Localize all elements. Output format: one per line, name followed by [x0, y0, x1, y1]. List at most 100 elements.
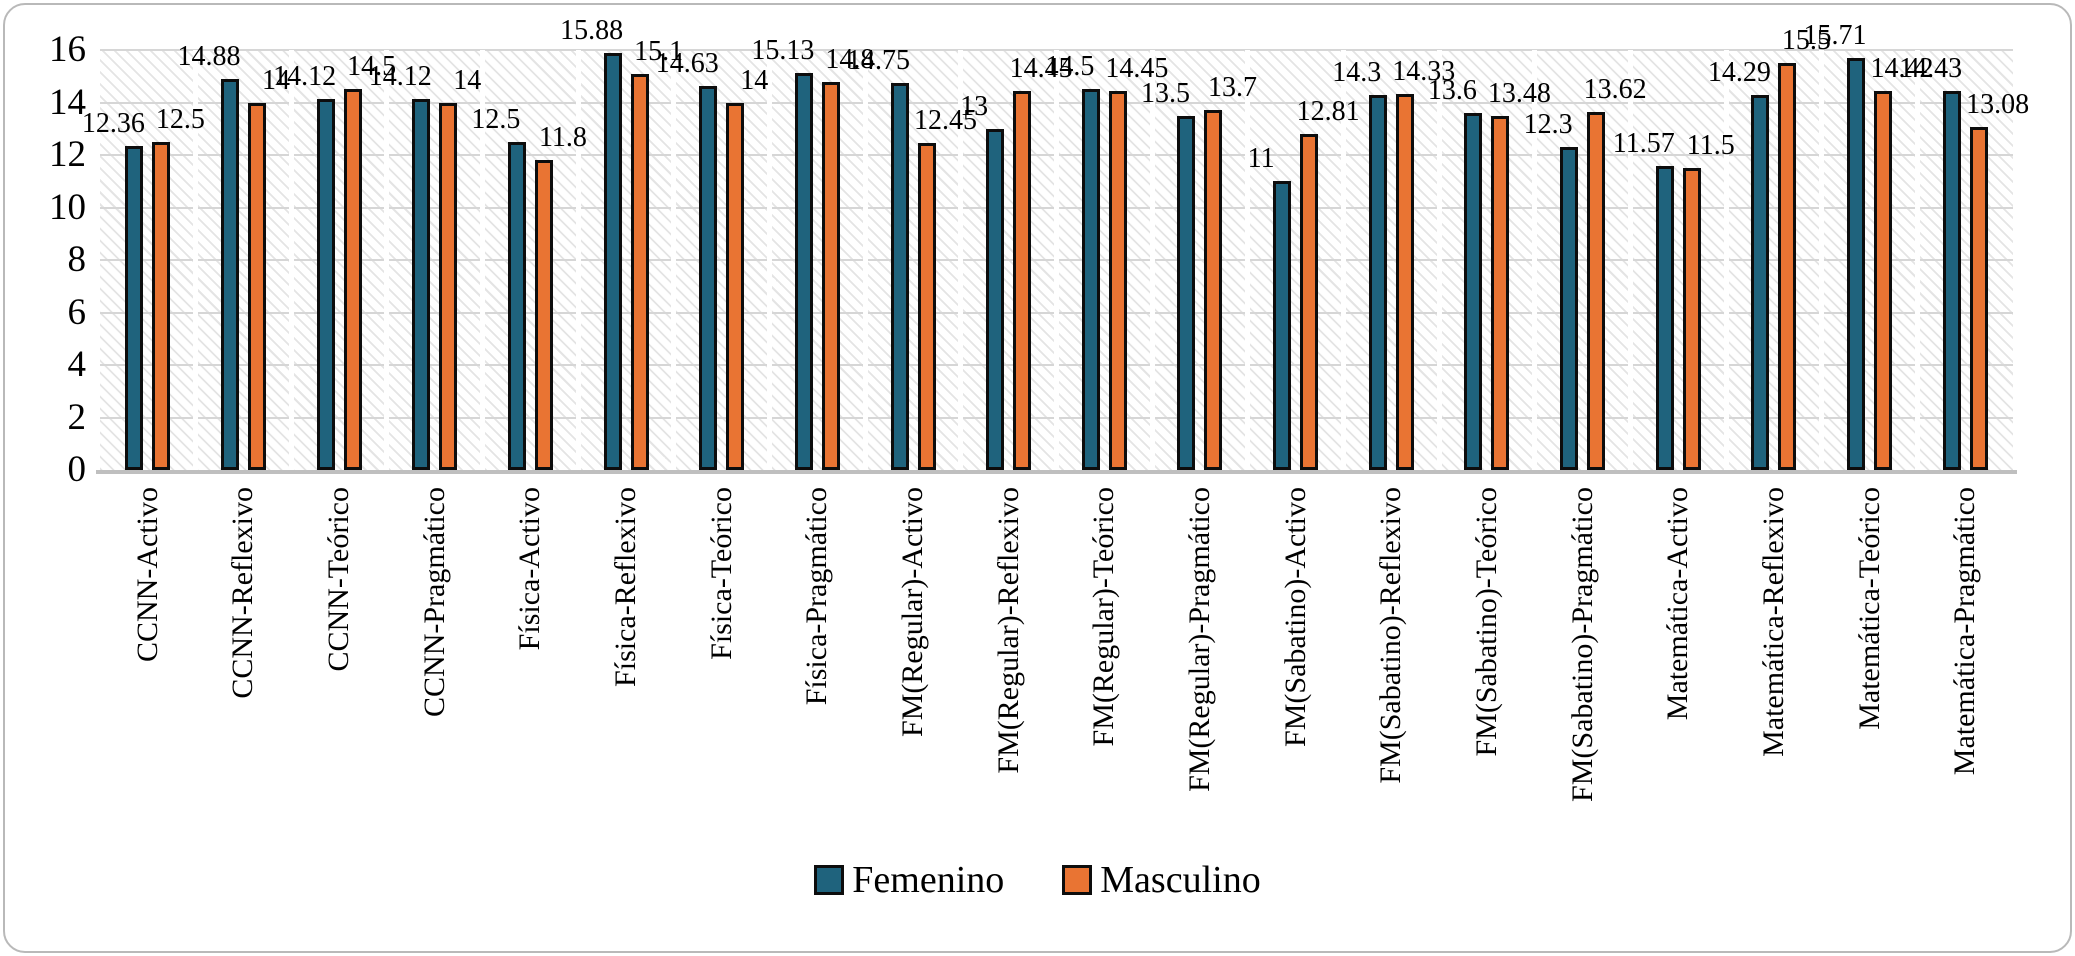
bar-masculino-Matemática-Pragmático [1969, 126, 1988, 470]
data-label-femenino-Matemática-Pragmático: 14.43 [1899, 53, 1963, 85]
data-label-masculino-Física-Pragmático: 14.8 [825, 43, 875, 75]
data-label-masculino-FM(Sabatino)-Teórico: 13.48 [1487, 78, 1551, 110]
category-separator [1149, 50, 1155, 470]
bar-femenino-CCNN-Reflexivo [220, 79, 239, 470]
bar-femenino-Matemática-Reflexivo [1751, 94, 1770, 470]
data-label-masculino-FM(Sabatino)-Activo: 12.81 [1296, 95, 1360, 127]
data-label-masculino-FM(Sabatino)-Reflexivo: 14.33 [1392, 55, 1456, 87]
category-separator [1723, 50, 1729, 470]
data-label-masculino-Matemática-Reflexivo: 15.5 [1781, 25, 1831, 57]
bar-masculino-FM(Sabatino)-Activo [1300, 133, 1319, 470]
category-separator [1819, 50, 1825, 470]
bar-femenino-Física-Activo [507, 141, 526, 470]
bar-masculino-Matemática-Teórico [1874, 91, 1893, 470]
data-label-masculino-CCNN-Teórico: 14.5 [347, 51, 397, 83]
bar-masculino-FM(Regular)-Reflexivo [1013, 90, 1032, 470]
bar-masculino-Matemática-Reflexivo [1778, 63, 1797, 470]
x-axis-line [96, 470, 2017, 474]
data-label-femenino-FM(Regular)-Activo: 14.75 [847, 44, 911, 76]
bar-masculino-CCNN-Activo [152, 141, 171, 470]
y-axis-tick-label: 10 [49, 186, 86, 228]
category-label-FM(Regular)-Pragmático: FM(Regular)-Pragmático [1182, 487, 1216, 792]
category-label-Física-Pragmático: Física-Pragmático [800, 487, 834, 706]
legend-item-femenino: Femenino [814, 858, 1004, 902]
data-label-masculino-Física-Activo: 11.8 [538, 122, 587, 154]
bar-femenino-Física-Pragmático [794, 72, 813, 470]
category-label-Matemática-Reflexivo: Matemática-Reflexivo [1756, 487, 1790, 757]
bar-masculino-CCNN-Pragmático [439, 102, 458, 470]
data-label-femenino-FM(Regular)-Pragmático: 13.5 [1140, 77, 1190, 109]
bar-femenino-Matemática-Teórico [1847, 57, 1866, 470]
bar-femenino-FM(Sabatino)-Reflexivo [1368, 94, 1387, 470]
bar-femenino-CCNN-Activo [125, 145, 144, 470]
data-label-femenino-Matemática-Reflexivo: 14.29 [1707, 56, 1771, 88]
category-label-Física-Activo: Física-Activo [513, 487, 547, 651]
bar-femenino-CCNN-Pragmático [412, 99, 431, 470]
category-separator [1054, 50, 1059, 470]
category-label-FM(Sabatino)-Teórico: FM(Sabatino)-Teórico [1469, 487, 1503, 757]
bar-femenino-Matemática-Activo [1655, 166, 1674, 470]
data-label-masculino-Matemática-Teórico: 14.42 [1870, 53, 1934, 85]
data-label-masculino-FM(Regular)-Reflexivo: 14.45 [1009, 52, 1073, 84]
data-label-femenino-FM(Sabatino)-Reflexivo: 14.3 [1332, 56, 1382, 88]
data-label-femenino-Matemática-Teórico: 15.71 [1803, 19, 1867, 51]
data-label-femenino-FM(Sabatino)-Activo: 11 [1247, 143, 1275, 175]
data-label-masculino-Física-Reflexivo: 15.1 [634, 35, 684, 67]
data-label-masculino-Matemática-Pragmático: 13.08 [1966, 88, 2030, 120]
data-label-femenino-CCNN-Pragmático: 14.12 [368, 61, 432, 93]
category-label-CCNN-Activo: CCNN-Activo [130, 487, 164, 662]
category-label-Física-Reflexivo: Física-Reflexivo [609, 487, 643, 687]
bar-masculino-FM(Regular)-Pragmático [1204, 110, 1223, 470]
category-separator [1245, 50, 1251, 470]
bar-femenino-FM(Sabatino)-Teórico [1464, 113, 1483, 470]
bar-masculino-FM(Sabatino)-Pragmático [1587, 112, 1606, 470]
data-label-femenino-Matemática-Activo: 11.57 [1612, 128, 1675, 160]
category-separator [575, 50, 581, 470]
data-label-femenino-FM(Regular)-Teórico: 14.5 [1045, 51, 1095, 83]
bar-masculino-FM(Sabatino)-Reflexivo [1395, 93, 1414, 470]
bar-masculino-Física-Reflexivo [630, 73, 649, 470]
legend-swatch-masculino-icon [1062, 865, 1093, 895]
category-label-Física-Teórico: Física-Teórico [704, 487, 738, 660]
y-axis-tick-label: 0 [67, 449, 87, 490]
bar-masculino-CCNN-Teórico [343, 89, 362, 470]
y-axis-tick-label: 4 [67, 344, 87, 385]
bar-femenino-FM(Sabatino)-Activo [1273, 181, 1292, 470]
data-label-masculino-CCNN-Pragmático: 14 [453, 64, 482, 96]
bar-masculino-CCNN-Reflexivo [247, 102, 266, 470]
data-label-masculino-CCNN-Activo: 12.5 [155, 103, 205, 135]
legend-swatch-femenino-icon [814, 865, 845, 895]
y-axis-tick-label: 12 [49, 134, 86, 175]
category-separator [1436, 50, 1442, 470]
data-label-femenino-Física-Activo: 12.5 [471, 103, 521, 135]
category-label-Matemática-Activo: Matemática-Activo [1661, 487, 1695, 721]
bar-femenino-FM(Regular)-Teórico [1081, 89, 1100, 470]
data-label-femenino-FM(Sabatino)-Teórico: 13.6 [1427, 75, 1477, 106]
data-label-femenino-CCNN-Activo: 12.36 [81, 107, 145, 139]
category-separator [193, 50, 199, 470]
data-label-masculino-FM(Sabatino)-Pragmático: 13.62 [1583, 74, 1647, 106]
data-label-masculino-CCNN-Reflexivo: 14 [261, 64, 290, 96]
data-label-femenino-Física-Pragmático: 15.13 [751, 34, 815, 66]
category-label-Matemática-Pragmático: Matemática-Pragmático [1948, 487, 1982, 776]
bar-masculino-Física-Pragmático [821, 81, 840, 470]
legend-label-femenino: Femenino [852, 859, 1005, 901]
data-label-femenino-Física-Teórico: 14.63 [655, 47, 719, 79]
category-separator [671, 50, 677, 470]
category-separator [958, 50, 964, 470]
data-label-masculino-FM(Regular)-Teórico: 14.45 [1105, 52, 1169, 84]
category-separator [1914, 50, 1920, 470]
legend-label-masculino: Masculino [1100, 859, 1261, 901]
bar-femenino-FM(Regular)-Activo [890, 82, 909, 470]
category-separator [384, 50, 390, 470]
bar-masculino-Física-Activo [534, 160, 553, 470]
bar-femenino-FM(Sabatino)-Pragmático [1560, 147, 1579, 470]
category-separator [862, 50, 868, 470]
bar-masculino-FM(Regular)-Teórico [1108, 90, 1127, 470]
bar-masculino-Física-Teórico [726, 102, 745, 470]
category-label-FM(Regular)-Teórico: FM(Regular)-Teórico [1087, 487, 1121, 747]
y-axis-tick-label: 2 [67, 396, 87, 438]
category-separator [1340, 50, 1346, 470]
category-label-FM(Sabatino)-Activo: FM(Sabatino)-Activo [1278, 487, 1312, 747]
